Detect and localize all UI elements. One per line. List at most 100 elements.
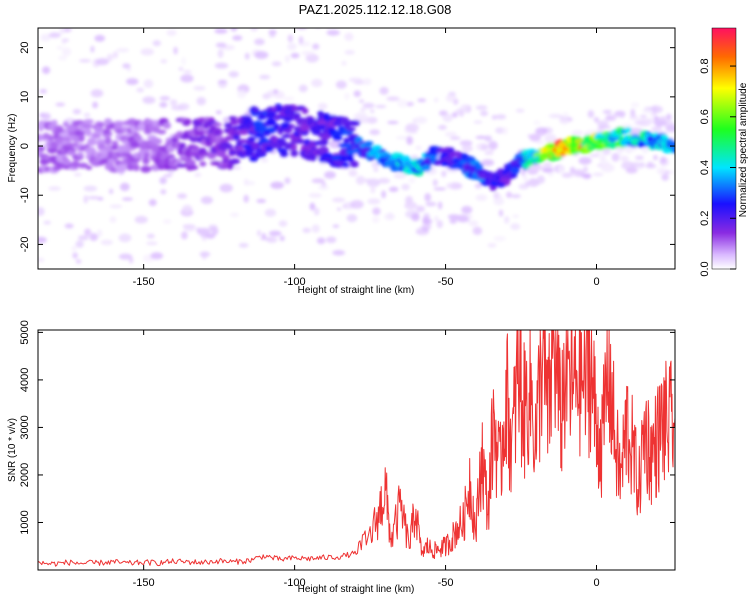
spectrogram-noise-blob: [238, 243, 249, 248]
spectrogram-frame: [37, 27, 676, 270]
spectrogram-noise-blob: [182, 204, 193, 214]
spectrogram-ridge-blob: [93, 126, 105, 132]
spectrogram-noise-blob: [90, 45, 95, 53]
spectrogram-noise-blob: [305, 53, 319, 63]
snr-ytick-label: 3000: [19, 415, 31, 439]
spectrogram-noise-blob: [266, 236, 278, 244]
spectrogram-noise-blob: [84, 228, 92, 236]
spectrogram-noise-blob: [48, 32, 61, 38]
spectrogram-noise-blob: [475, 194, 488, 202]
spectrogram-ridge-blob: [346, 127, 356, 132]
spectrogram-noise-blob: [620, 113, 625, 119]
spectrogram-noise-blob: [108, 188, 114, 195]
spectrogram-noise-blob: [583, 166, 589, 173]
spectrogram-noise-blob: [558, 166, 564, 174]
spectrogram-noise-blob: [434, 97, 439, 103]
spectrogram-noise-blob: [481, 159, 495, 167]
spectrogram-noise-blob: [112, 51, 119, 59]
spectrogram-noise-blob: [196, 97, 207, 106]
spectrogram-ridge-blob: [294, 112, 301, 118]
spectrogram-noise-blob: [493, 191, 500, 200]
spectrogram-noise-blob: [625, 167, 638, 174]
spectrogram-noise-blob: [243, 194, 249, 203]
spectrogram-noise-blob: [73, 172, 82, 177]
spectrogram-ridge-blob: [83, 119, 94, 125]
spectrogram-ridge-blob: [671, 148, 675, 154]
spectrogram-ridge-blob: [296, 138, 306, 144]
spectrogram-noise-blob: [491, 114, 497, 120]
spectrogram-noise-blob: [236, 89, 247, 99]
spectrogram-ridge-blob: [320, 133, 332, 140]
spectrogram-noise-blob: [461, 145, 473, 153]
snr-ytick-label: 1000: [19, 510, 31, 534]
spectrogram-ridge-blob: [76, 152, 84, 158]
spectrogram-noise-blob: [59, 28, 65, 35]
snr-ytick-label: 5000: [19, 320, 31, 344]
spectrogram-noise-blob: [652, 105, 658, 114]
spectrogram-noise-blob: [472, 226, 483, 235]
spectrogram-noise-blob: [652, 120, 666, 125]
spectrogram-noise-blob: [484, 151, 489, 156]
snr-x-label: Height of straight line (km): [298, 584, 415, 595]
spectrogram-noise-blob: [369, 109, 375, 114]
spectrogram-noise-blob: [360, 107, 366, 112]
spectrogram-noise-blob: [211, 226, 219, 236]
spectrogram-noise-blob: [142, 96, 156, 104]
spectrogram-noise-blob: [178, 66, 184, 71]
spectrogram-noise-blob: [341, 60, 347, 66]
spectrogram-noise-blob: [159, 96, 171, 101]
spectrogram-noise-blob: [498, 209, 504, 217]
spectrogram-xtick-label: 0: [593, 276, 599, 288]
spectrogram-noise-blob: [404, 201, 418, 210]
spectrogram-noise-blob: [181, 231, 188, 240]
spectrogram-noise-blob: [405, 123, 419, 133]
spectrogram-ridge-blob: [97, 122, 105, 127]
spectrogram-ridge-blob: [81, 124, 93, 129]
spectrogram-noise-blob: [298, 36, 304, 45]
snr-y-label: SNR (10 * v/v): [7, 418, 18, 482]
spectrogram-noise-blob: [170, 99, 178, 107]
spectrogram-ridge-blob: [140, 165, 152, 173]
spectrogram-noise-blob: [344, 92, 350, 100]
spectrogram-noise-blob: [271, 61, 282, 67]
spectrogram-noise-blob: [41, 66, 51, 74]
spectrogram-noise-blob: [362, 102, 375, 109]
spectrogram-noise-blob: [118, 253, 133, 260]
spectrogram-noise-blob: [542, 167, 554, 173]
spectrogram-noise-blob: [597, 120, 609, 127]
spectrogram-noise-blob: [311, 178, 325, 184]
spectrogram-noise-blob: [109, 216, 117, 223]
spectrogram-ridge-blob: [624, 126, 632, 134]
spectrogram-noise-blob: [326, 29, 340, 36]
spectrogram-noise-blob: [40, 33, 51, 42]
spectrogram-noise-blob: [100, 239, 113, 246]
spectrogram-ridge-blob: [87, 137, 97, 147]
spectrogram-ridge-blob: [341, 162, 350, 168]
spectrogram-noise-blob: [254, 51, 269, 59]
spectrogram-noise-blob: [324, 171, 336, 179]
spectrogram-noise-blob: [480, 110, 489, 117]
spectrogram-noise-blob: [217, 80, 228, 84]
spectrogram-noise-blob: [511, 194, 521, 199]
spectrogram-noise-blob: [119, 182, 130, 192]
spectrogram-noise-blob: [455, 214, 469, 222]
spectrogram-noise-blob: [487, 243, 497, 248]
spectrogram-ridge-blob: [78, 133, 85, 142]
spectrogram-noise-blob: [75, 240, 84, 248]
spectrogram-noise-blob: [146, 241, 158, 246]
spectrogram-ridge-blob: [237, 139, 249, 144]
spectrogram-noise-blob: [268, 29, 277, 36]
spectrogram-noise-blob: [585, 173, 591, 178]
spectrogram-ridge-blob: [251, 141, 261, 150]
spectrogram-noise-blob: [332, 197, 346, 203]
spectrogram-noise-blob: [587, 110, 595, 119]
spectrogram-noise-blob: [369, 129, 380, 136]
spectrogram-noise-blob: [636, 165, 643, 170]
spectrogram-ridge-blob: [111, 140, 119, 146]
spectrogram-noise-blob: [656, 167, 667, 175]
spectrogram-noise-blob: [273, 89, 279, 94]
snr-ytick-label: 2000: [19, 463, 31, 487]
spectrogram-noise-blob: [159, 101, 168, 108]
spectrogram-noise-blob: [183, 224, 196, 232]
